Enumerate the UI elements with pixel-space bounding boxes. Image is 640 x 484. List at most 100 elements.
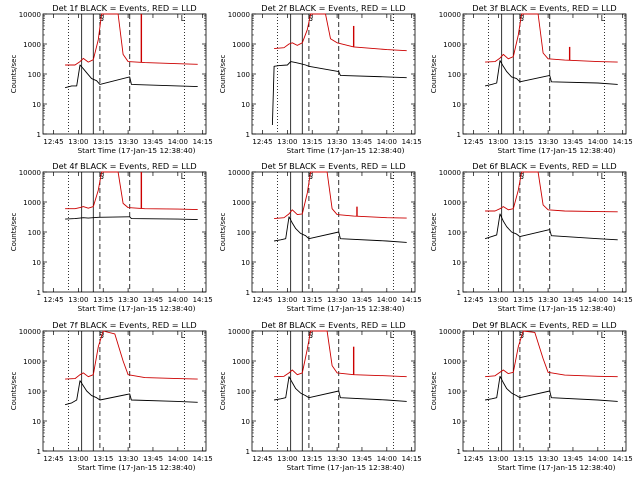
x-tick-label: 14:00 xyxy=(377,138,397,146)
lld-rate-line xyxy=(65,171,198,211)
y-tick-label: 10 xyxy=(452,259,461,267)
x-tick-label: 12:45 xyxy=(43,296,63,304)
x-tick-label: 13:30 xyxy=(327,296,347,304)
plot-frame xyxy=(42,13,207,135)
flag-label: S xyxy=(519,14,524,23)
plot-frame xyxy=(462,330,627,452)
detector-panel-7: Det 7f BLACK = Events, RED = LLD 1 10 100 10… xyxy=(10,320,213,472)
event-rate-line xyxy=(274,376,407,402)
flag-label: L xyxy=(601,172,606,181)
flag-label: S xyxy=(519,172,524,181)
event-rate-line xyxy=(65,216,198,221)
x-tick-label: 12:45 xyxy=(43,455,63,463)
x-tick-label: 13:45 xyxy=(143,296,163,304)
plot-title: Det 4f BLACK = Events, RED = LLD xyxy=(52,161,196,171)
y-tick-label: 100 xyxy=(237,71,250,79)
y-axis-label: Counts/sec xyxy=(10,55,18,94)
plot-title: Det 6f BLACK = Events, RED = LLD xyxy=(472,161,616,171)
y-tick-label: 1 xyxy=(37,131,41,139)
flag-label: S xyxy=(308,14,313,23)
x-tick-label: 13:30 xyxy=(327,138,347,146)
flag-label: L xyxy=(390,14,395,23)
detector-panel-4: Det 4f BLACK = Events, RED = LLD 1 10 100 10… xyxy=(10,161,213,313)
y-axis-label: Counts/sec xyxy=(430,213,438,252)
x-tick-label: 13:00 xyxy=(68,296,88,304)
x-tick-label: 14:00 xyxy=(377,455,397,463)
x-tick-label: 14:15 xyxy=(613,138,633,146)
plot-frame xyxy=(251,171,416,293)
x-tick-label: 14:15 xyxy=(613,296,633,304)
flag-label: S xyxy=(99,172,104,181)
x-tick-label: 13:45 xyxy=(563,455,583,463)
y-tick-label: 1 xyxy=(457,448,461,456)
x-tick-label: 13:15 xyxy=(302,138,322,146)
event-rate-line xyxy=(64,380,198,406)
x-tick-label: 14:00 xyxy=(377,296,397,304)
y-tick-label: 10000 xyxy=(439,169,461,177)
lld-rate-line xyxy=(274,330,407,378)
x-axis-label: Start Time (17-Jan-15 12:38:40) xyxy=(286,146,404,155)
x-tick-label: 14:00 xyxy=(168,296,188,304)
detector-panel-1: Det 1f BLACK = Events, RED = LLD 1 10 100 10… xyxy=(10,3,213,155)
y-tick-label: 1 xyxy=(246,131,250,139)
plot-frame xyxy=(42,330,207,452)
plot-frame xyxy=(251,330,416,452)
x-tick-label: 13:30 xyxy=(327,455,347,463)
x-tick-label: 13:00 xyxy=(277,455,297,463)
flag-label: S xyxy=(308,172,313,181)
x-tick-label: 14:00 xyxy=(588,138,608,146)
y-axis-label: Counts/sec xyxy=(219,213,227,252)
x-axis-label: Start Time (17-Jan-15 12:38:40) xyxy=(77,146,195,155)
detector-panel-8: Det 8f BLACK = Events, RED = LLD 1 10 100 10… xyxy=(219,320,422,472)
y-tick-label: 100 xyxy=(448,229,461,237)
lld-rate-line xyxy=(65,13,198,66)
x-tick-label: 12:45 xyxy=(252,455,272,463)
x-tick-label: 12:45 xyxy=(252,138,272,146)
detector-panel-9: Det 9f BLACK = Events, RED = LLD 1 10 100 10… xyxy=(430,320,633,472)
y-tick-label: 10 xyxy=(452,418,461,426)
flag-label: L xyxy=(601,331,606,340)
x-tick-label: 14:15 xyxy=(193,138,213,146)
y-tick-label: 1000 xyxy=(443,358,461,366)
x-tick-label: 12:45 xyxy=(252,296,272,304)
x-tick-label: 13:45 xyxy=(352,138,372,146)
x-tick-label: 13:45 xyxy=(352,455,372,463)
y-tick-label: 10000 xyxy=(19,328,41,336)
y-axis-label: Counts/sec xyxy=(219,55,227,94)
flag-label: L xyxy=(181,14,186,23)
x-tick-label: 13:00 xyxy=(488,138,508,146)
y-tick-label: 1 xyxy=(457,131,461,139)
x-tick-label: 13:30 xyxy=(538,455,558,463)
y-tick-label: 1 xyxy=(246,289,250,297)
y-tick-label: 1000 xyxy=(443,199,461,207)
plot-frame xyxy=(42,171,207,293)
plot-title: Det 7f BLACK = Events, RED = LLD xyxy=(52,320,196,330)
y-tick-label: 10 xyxy=(32,418,41,426)
x-tick-label: 13:45 xyxy=(563,296,583,304)
x-tick-label: 13:00 xyxy=(488,296,508,304)
lld-rate-line xyxy=(485,171,618,213)
x-axis-label: Start Time (17-Jan-15 12:38:40) xyxy=(77,463,195,472)
x-axis-label: Start Time (17-Jan-15 12:38:40) xyxy=(286,463,404,472)
y-tick-label: 10 xyxy=(452,101,461,109)
x-tick-label: 14:00 xyxy=(588,455,608,463)
y-tick-label: 100 xyxy=(28,229,41,237)
y-tick-label: 1000 xyxy=(23,41,41,49)
y-tick-label: 1000 xyxy=(232,199,250,207)
x-tick-label: 13:00 xyxy=(277,138,297,146)
x-tick-label: 14:15 xyxy=(613,455,633,463)
x-tick-label: 13:00 xyxy=(488,455,508,463)
x-tick-label: 13:15 xyxy=(513,138,533,146)
lld-rate-line xyxy=(274,171,407,220)
x-tick-label: 13:00 xyxy=(68,138,88,146)
x-axis-label: Start Time (17-Jan-15 12:38:40) xyxy=(286,304,404,313)
y-tick-label: 10000 xyxy=(19,169,41,177)
detector-panel-3: Det 3f BLACK = Events, RED = LLD 1 10 100 10… xyxy=(430,3,633,155)
y-tick-label: 10 xyxy=(32,259,41,267)
plot-title: Det 9f BLACK = Events, RED = LLD xyxy=(472,320,616,330)
x-tick-label: 13:00 xyxy=(277,296,297,304)
y-tick-label: 10000 xyxy=(19,11,41,19)
flag-label: S xyxy=(99,14,104,23)
